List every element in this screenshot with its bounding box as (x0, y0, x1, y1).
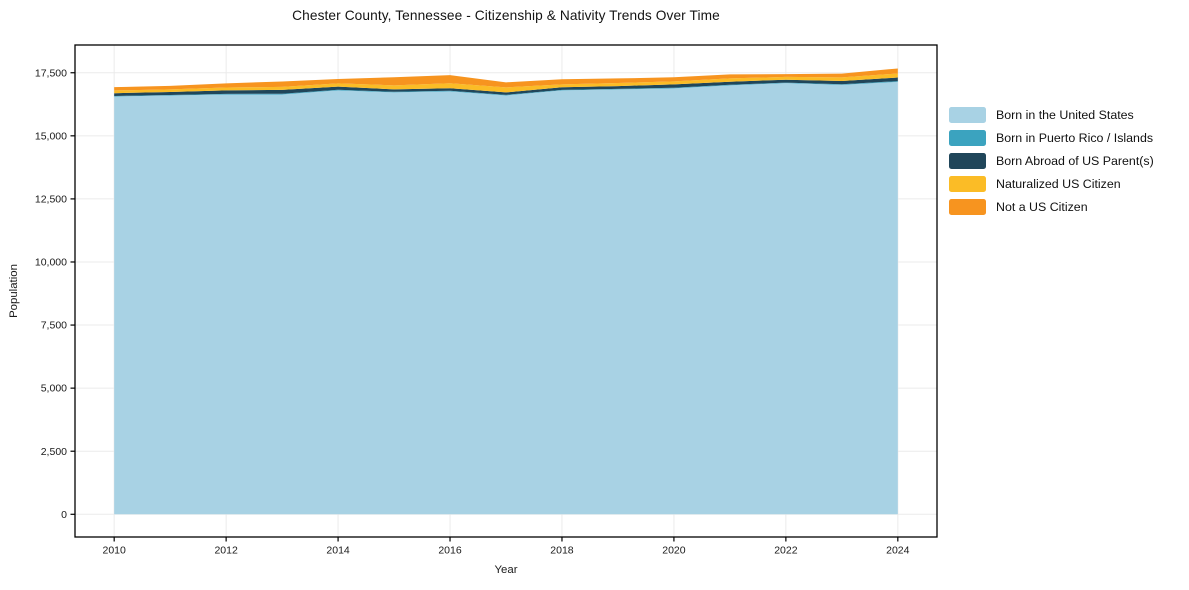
legend-swatch-icon (949, 176, 986, 192)
area-series-1 (114, 81, 898, 97)
legend-swatch-icon (949, 153, 986, 169)
legend-swatch-icon (949, 130, 986, 146)
legend-swatch-icon (949, 107, 986, 123)
legend-swatch-icon (949, 199, 986, 215)
legend-label: Naturalized US Citizen (996, 176, 1121, 191)
area-series-4 (114, 68, 898, 91)
legend-label: Born in Puerto Rico / Islands (996, 130, 1154, 145)
x-tick-label: 2012 (214, 545, 238, 557)
legend-label: Born Abroad of US Parent(s) (996, 153, 1154, 168)
x-tick-label: 2018 (550, 545, 574, 557)
y-tick-label: 7,500 (41, 320, 67, 332)
legend-item: Born in the United States (949, 107, 1154, 123)
legend-label: Not a US Citizen (996, 199, 1088, 214)
area-series-0 (114, 81, 898, 515)
legend-label: Born in the United States (996, 107, 1134, 122)
y-tick-label: 15,000 (35, 130, 67, 142)
y-tick-label: 10,000 (35, 257, 67, 269)
y-tick-label: 17,500 (35, 67, 67, 79)
x-tick-label: 2014 (326, 545, 350, 557)
legend-item: Born in Puerto Rico / Islands (949, 130, 1154, 146)
y-axis-label: Population (8, 264, 20, 318)
legend-item: Naturalized US Citizen (949, 176, 1154, 192)
x-axis-label: Year (494, 564, 518, 576)
y-tick-label: 12,500 (35, 194, 67, 206)
x-tick-label: 2022 (774, 545, 798, 557)
x-tick-label: 2016 (438, 545, 462, 557)
legend-item: Not a US Citizen (949, 199, 1154, 215)
y-tick-label: 2,500 (41, 446, 67, 458)
y-tick-label: 0 (61, 509, 67, 521)
axis-spine (74, 44, 938, 538)
x-tick-label: 2024 (886, 545, 910, 557)
area-series-3 (114, 73, 898, 94)
area-series-2 (114, 77, 898, 96)
chart-title: Chester County, Tennessee - Citizenship … (292, 8, 720, 23)
legend-item: Born Abroad of US Parent(s) (949, 153, 1154, 169)
y-tick-label: 5,000 (41, 383, 67, 395)
x-tick-label: 2010 (103, 545, 127, 557)
legend: Born in the United States Born in Puerto … (949, 107, 1154, 222)
x-tick-label: 2020 (662, 545, 686, 557)
